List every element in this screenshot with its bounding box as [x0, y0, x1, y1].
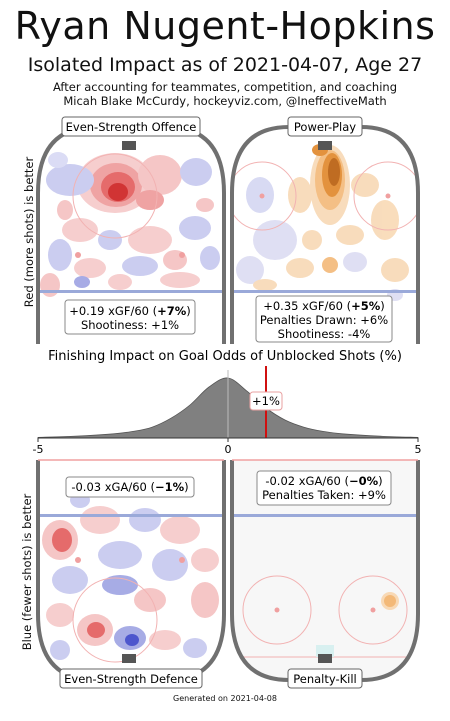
ev-defence-stat-box: [65, 476, 195, 498]
x-tick-label: -5: [33, 443, 44, 456]
credit-line-1: After accounting for teammates, competit…: [52, 80, 398, 94]
power-play-net: [318, 141, 332, 150]
rink-power-play: Power-Play +0.35 xGF/60 (+5%) Penalties …: [230, 116, 420, 344]
penalty-kill-label-box: [287, 668, 363, 689]
credit-line-2: Micah Blake McCurdy, hockeyviz.com, @Ine…: [63, 94, 387, 108]
ev-offence-net: [122, 141, 136, 150]
x-tick-label: 5: [415, 443, 422, 456]
penalty-kill-stat-box: [256, 470, 392, 506]
generated-date: Generated on 2021-04-08: [173, 694, 277, 703]
ev-defence-stat1: -0.03 xGA/60 (−1%): [71, 480, 188, 494]
ev-defence-label-box: [59, 668, 203, 689]
power-play-label: Power-Play: [294, 120, 356, 134]
ev-offence-label: Even-Strength Offence: [66, 120, 197, 134]
x-tick-label: 0: [225, 443, 232, 456]
rink-penalty-kill: Penalty-Kill -0.02 xGA/60 (−0%) Penaltie…: [230, 459, 420, 689]
penalty-kill-label: Penalty-Kill: [293, 672, 357, 686]
credits: After accounting for teammates, competit…: [0, 80, 450, 108]
player-marker-label: +1%: [252, 394, 280, 408]
ev-offence-stat1: +0.19 xGF/60 (+7%): [69, 304, 191, 318]
player-marker-box: [249, 391, 283, 411]
ev-offence-label-box: [61, 116, 201, 137]
rink-ev-offence: Even-Strength Offence +0.19 xGF/60 (+7%)…: [36, 116, 226, 344]
chart-title: Finishing Impact on Goal Odds of Unblock…: [48, 349, 402, 364]
penalty-kill-net: [318, 654, 332, 663]
power-play-label-box: [287, 116, 363, 137]
power-play-stat-box: [255, 295, 393, 343]
penalty-kill-stat2: Penalties Taken: +9%: [262, 488, 386, 502]
ev-offence-stat2: Shootiness: +1%: [81, 318, 179, 332]
finishing-impact-chart: Finishing Impact on Goal Odds of Unblock…: [33, 349, 422, 456]
ev-defence-heatmap: [38, 460, 224, 680]
player-name: Ryan Nugent-Hopkins: [14, 4, 436, 48]
power-play-stat3: Shootiness: -4%: [278, 327, 371, 341]
power-play-stat2: Penalties Drawn: +6%: [260, 313, 388, 327]
subtitle: Isolated Impact as of 2021-04-07, Age 27: [27, 54, 423, 76]
ev-defence-net: [122, 654, 136, 663]
power-play-stat1: +0.35 xGF/60 (+5%): [263, 299, 385, 313]
rink-ev-defence: Even-Strength Defence -0.03 xGA/60 (−1%): [36, 459, 226, 689]
ev-defence-label: Even-Strength Defence: [64, 672, 198, 686]
ev-offence-stat-box: [64, 299, 196, 335]
penalty-kill-stat1: -0.02 xGA/60 (−0%): [265, 474, 382, 488]
